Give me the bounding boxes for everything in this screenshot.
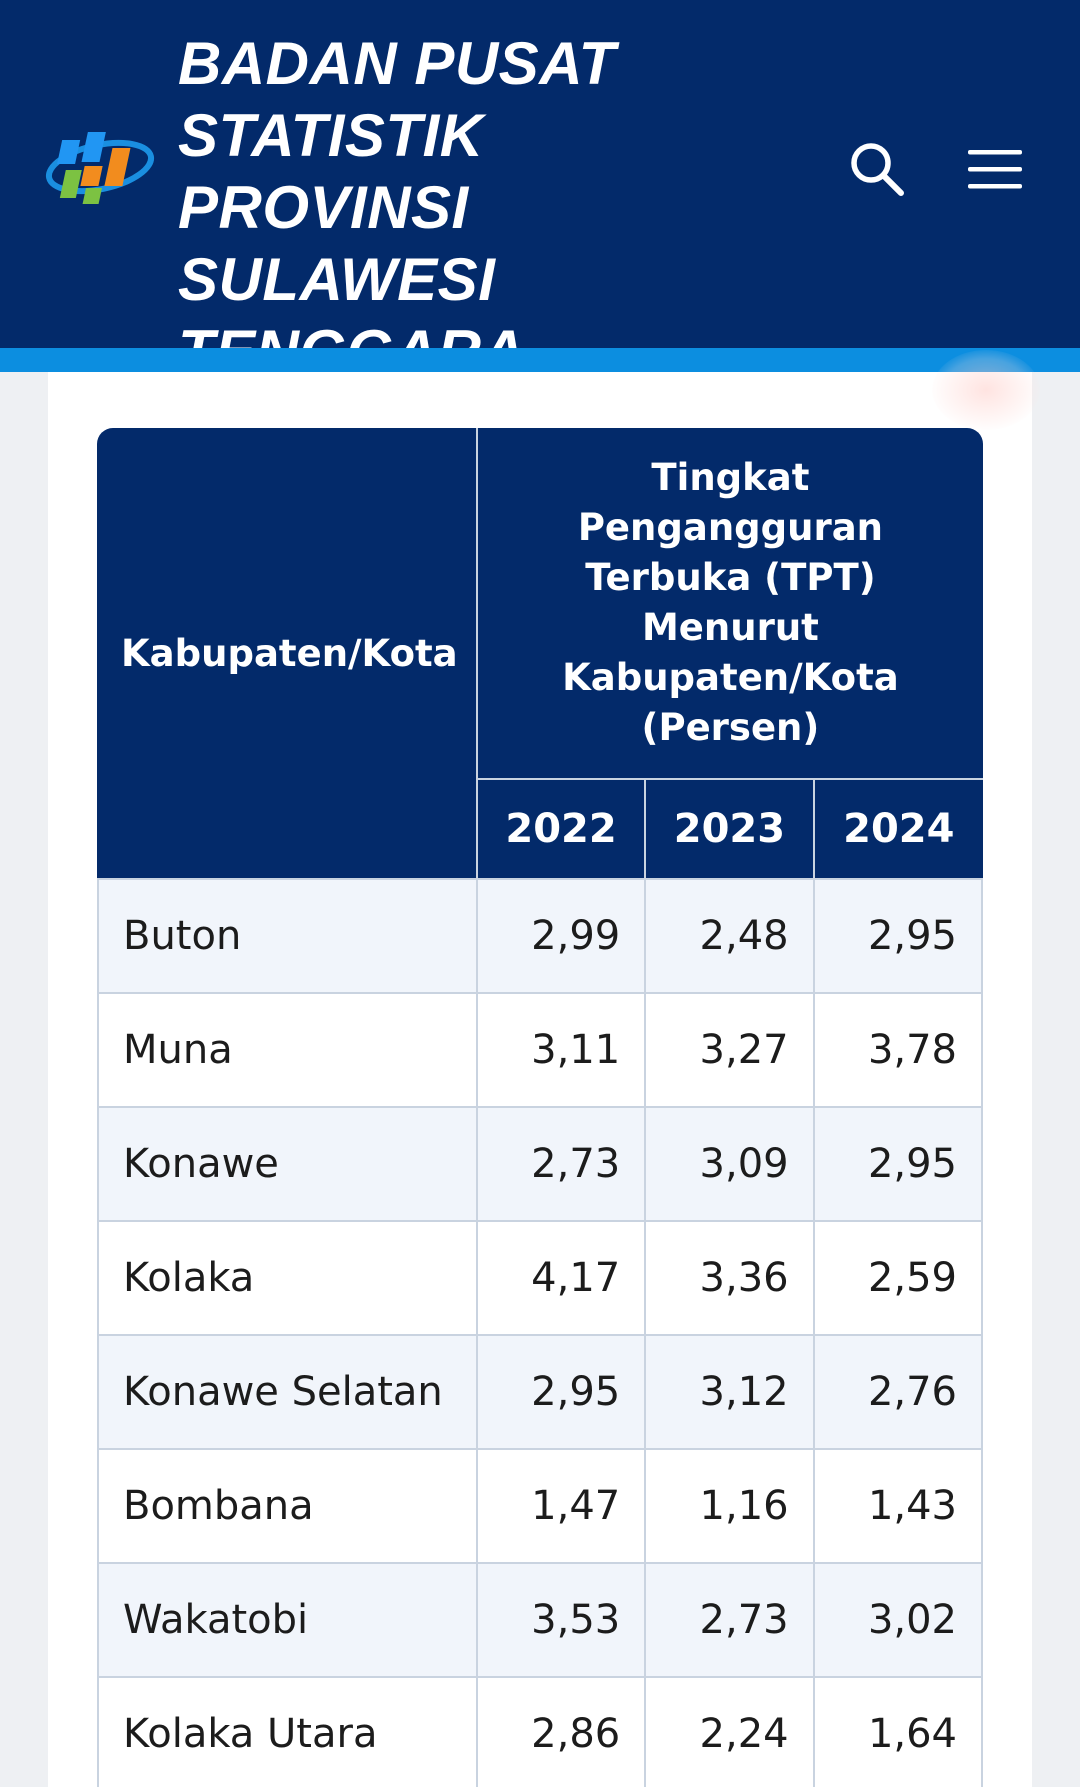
tpt-value: 1,47 xyxy=(477,1450,647,1564)
tpt-value: 2,73 xyxy=(477,1108,647,1222)
search-icon[interactable] xyxy=(848,140,906,198)
region-name: Kolaka Utara xyxy=(97,1678,478,1787)
site-title[interactable]: BADAN PUSAT STATISTIK PROVINSI SULAWESI … xyxy=(178,28,778,388)
region-name: Kolaka xyxy=(97,1222,478,1336)
region-name: Buton xyxy=(97,880,478,994)
region-name: Konawe Selatan xyxy=(97,1336,478,1450)
tpt-value: 2,24 xyxy=(646,1678,815,1787)
tpt-value: 4,17 xyxy=(477,1222,647,1336)
site-header: BADAN PUSAT STATISTIK PROVINSI SULAWESI … xyxy=(0,0,1080,385)
tpt-value: 2,99 xyxy=(477,880,647,994)
tpt-value: 2,48 xyxy=(646,880,815,994)
column-header-year[interactable]: 2023 xyxy=(646,780,815,880)
tpt-value: 2,76 xyxy=(814,1336,983,1450)
tpt-value: 3,27 xyxy=(646,994,815,1108)
region-name: Wakatobi xyxy=(97,1564,478,1678)
tpt-value: 3,09 xyxy=(646,1108,815,1222)
table-row: Wakatobi 3,53 2,73 3,02 xyxy=(97,1564,983,1678)
tpt-table: Kabupaten/Kota Tingkat Pengangguran Terb… xyxy=(97,428,983,1787)
hamburger-menu-icon[interactable] xyxy=(966,146,1024,192)
header-accent-stripe xyxy=(0,348,1080,372)
tpt-value: 2,59 xyxy=(814,1222,983,1336)
tpt-value: 2,73 xyxy=(646,1564,815,1678)
tpt-value: 3,12 xyxy=(646,1336,815,1450)
tpt-value: 3,11 xyxy=(477,994,647,1108)
region-name: Bombana xyxy=(97,1450,478,1564)
column-header-tpt[interactable]: Tingkat Pengangguran Terbuka (TPT) Menur… xyxy=(477,428,983,780)
table-row: Muna 3,11 3,27 3,78 xyxy=(97,994,983,1108)
tpt-value: 2,86 xyxy=(477,1678,647,1787)
tpt-value: 3,02 xyxy=(814,1564,983,1678)
site-title-line: STATISTIK xyxy=(178,102,484,169)
column-header-year[interactable]: 2024 xyxy=(814,780,983,880)
site-title-line: BADAN PUSAT xyxy=(178,30,616,97)
region-name: Konawe xyxy=(97,1108,478,1222)
column-header-region[interactable]: Kabupaten/Kota xyxy=(97,428,478,880)
table-row: Konawe 2,73 3,09 2,95 xyxy=(97,1108,983,1222)
tpt-value: 3,36 xyxy=(646,1222,815,1336)
table-row: Bombana 1,47 1,16 1,43 xyxy=(97,1450,983,1564)
site-title-line: PROVINSI SULAWESI xyxy=(178,174,496,313)
table-row: Kolaka 4,17 3,36 2,59 xyxy=(97,1222,983,1336)
tpt-value: 3,78 xyxy=(814,994,983,1108)
tpt-value: 1,64 xyxy=(814,1678,983,1787)
bps-logo-icon[interactable] xyxy=(44,122,156,212)
floating-indicator xyxy=(932,350,1040,430)
region-name: Muna xyxy=(97,994,478,1108)
tpt-value: 2,95 xyxy=(814,1108,983,1222)
tpt-value: 1,43 xyxy=(814,1450,983,1564)
table-row: Konawe Selatan 2,95 3,12 2,76 xyxy=(97,1336,983,1450)
table-row: Buton 2,99 2,48 2,95 xyxy=(97,880,983,994)
tpt-value: 2,95 xyxy=(814,880,983,994)
table-row: Kolaka Utara 2,86 2,24 1,64 xyxy=(97,1678,983,1787)
tpt-value: 1,16 xyxy=(646,1450,815,1564)
column-header-year[interactable]: 2022 xyxy=(477,780,647,880)
tpt-value: 2,95 xyxy=(477,1336,647,1450)
tpt-value: 3,53 xyxy=(477,1564,647,1678)
